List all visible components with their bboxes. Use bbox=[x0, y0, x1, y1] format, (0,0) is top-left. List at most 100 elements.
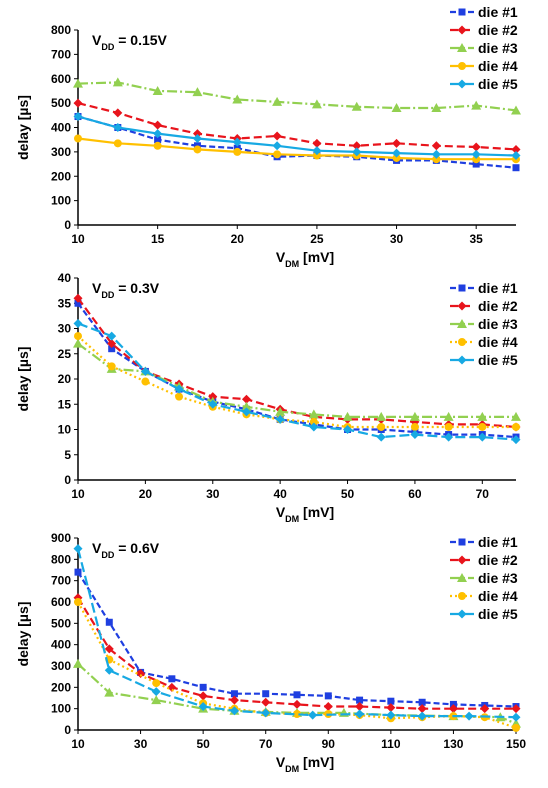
legend: die #1 die #2 die #3 die #4 die #5 bbox=[450, 4, 518, 92]
vdd-annotation: VDD = 0.15V bbox=[92, 32, 168, 52]
legend-label: die #1 bbox=[478, 4, 518, 20]
data-point bbox=[356, 696, 364, 704]
legend: die #1 die #2 die #3 die #4 die #5 bbox=[450, 534, 518, 622]
x-tick-label: 10 bbox=[71, 487, 85, 501]
legend-swatch-marker bbox=[458, 592, 466, 600]
legend-swatch-marker bbox=[457, 555, 467, 565]
data-point bbox=[136, 668, 146, 678]
data-point bbox=[241, 394, 251, 404]
series-line-die-5 bbox=[77, 322, 517, 441]
legend-item-die-4: die #4 bbox=[450, 58, 518, 74]
data-point bbox=[152, 679, 161, 688]
y-tick-label: 0 bbox=[64, 723, 71, 737]
y-tick-label: 15 bbox=[58, 397, 72, 411]
vdd-annotation-suffix: = 0.15V bbox=[114, 32, 167, 48]
data-point bbox=[511, 704, 521, 714]
data-point bbox=[73, 318, 83, 328]
data-point bbox=[308, 409, 319, 419]
data-point bbox=[241, 401, 252, 411]
data-point bbox=[511, 151, 521, 161]
data-point bbox=[386, 703, 396, 713]
chart-panel-1: 0 100 200 300 400 500 600 700 800 10 15 20 25 30 35 del… bbox=[15, 4, 521, 269]
data-point bbox=[73, 98, 83, 108]
data-point bbox=[151, 687, 161, 697]
data-point bbox=[312, 138, 322, 148]
x-axis-label-prefix: V bbox=[276, 754, 286, 770]
data-point bbox=[512, 723, 520, 732]
data-point bbox=[351, 101, 362, 111]
legend-item-die-1: die #1 bbox=[450, 4, 518, 20]
data-point bbox=[511, 105, 521, 115]
x-tick-label: 50 bbox=[196, 737, 210, 751]
x-tick-label: 35 bbox=[470, 232, 484, 246]
series-die-2 bbox=[73, 593, 521, 714]
data-point bbox=[73, 338, 83, 348]
data-point bbox=[352, 147, 362, 157]
data-point bbox=[477, 432, 487, 442]
data-point bbox=[232, 137, 242, 147]
data-point bbox=[192, 87, 203, 97]
x-tick-label: 70 bbox=[259, 737, 273, 751]
vdd-annotation-sub: DD bbox=[101, 42, 114, 52]
data-point bbox=[208, 392, 218, 402]
data-point bbox=[73, 658, 83, 668]
data-point bbox=[140, 366, 150, 376]
data-point bbox=[480, 704, 490, 714]
data-point bbox=[104, 665, 114, 675]
data-point bbox=[511, 144, 521, 154]
legend-label: die #2 bbox=[478, 22, 518, 38]
legend-swatch-marker bbox=[457, 25, 467, 35]
x-tick-label: 30 bbox=[390, 232, 404, 246]
data-point bbox=[386, 710, 396, 720]
y-axis-label: delay [µs] bbox=[15, 95, 31, 160]
data-point bbox=[275, 406, 286, 416]
y-tick-label: 0 bbox=[64, 218, 71, 232]
series-line-die-2 bbox=[77, 102, 517, 151]
series-line-die-3 bbox=[77, 81, 517, 112]
series-die-1 bbox=[74, 568, 520, 711]
data-point bbox=[153, 141, 162, 150]
data-point bbox=[141, 377, 150, 386]
x-tick-label: 10 bbox=[71, 232, 85, 246]
data-point bbox=[471, 142, 481, 152]
data-point bbox=[377, 422, 386, 431]
legend-label: die #5 bbox=[478, 352, 518, 368]
series-die-3 bbox=[73, 77, 521, 115]
data-point bbox=[512, 164, 520, 172]
data-point bbox=[153, 129, 163, 139]
legend-label: die #1 bbox=[478, 534, 518, 550]
data-point bbox=[311, 99, 322, 109]
x-tick-label: 20 bbox=[139, 487, 153, 501]
data-point bbox=[230, 690, 238, 698]
legend-swatch-marker bbox=[458, 284, 466, 292]
data-point bbox=[323, 702, 333, 712]
y-tick-label: 35 bbox=[58, 296, 72, 310]
y-tick-label: 20 bbox=[58, 372, 72, 386]
data-point bbox=[153, 120, 163, 130]
data-point bbox=[309, 422, 319, 432]
data-point bbox=[471, 100, 482, 110]
y-axis-label: delay [µs] bbox=[15, 347, 31, 412]
legend-item-die-4: die #4 bbox=[450, 588, 518, 604]
series-line-die-2 bbox=[77, 297, 517, 429]
y-tick-label: 200 bbox=[51, 169, 71, 183]
data-point bbox=[391, 103, 402, 112]
legend-swatch-marker bbox=[457, 43, 467, 52]
y-tick-label: 300 bbox=[51, 659, 71, 673]
x-axis-label: VDM [mV] bbox=[276, 754, 334, 774]
x-tick-label: 10 bbox=[71, 737, 85, 751]
legend-swatch-marker bbox=[457, 355, 467, 365]
x-axis-label-sub: DM bbox=[285, 514, 299, 524]
vdd-annotation-suffix: = 0.3V bbox=[114, 280, 159, 296]
data-point bbox=[192, 133, 202, 143]
legend-label: die #3 bbox=[478, 316, 518, 332]
y-tick-label: 200 bbox=[51, 680, 71, 694]
data-point bbox=[355, 702, 365, 712]
x-tick-label: 60 bbox=[408, 487, 422, 501]
legend-label: die #2 bbox=[478, 298, 518, 314]
y-tick-label: 5 bbox=[64, 448, 71, 462]
legend-item-die-2: die #2 bbox=[450, 22, 518, 38]
data-point bbox=[392, 148, 402, 158]
data-point bbox=[410, 430, 420, 440]
legend-item-die-5: die #5 bbox=[450, 76, 518, 92]
